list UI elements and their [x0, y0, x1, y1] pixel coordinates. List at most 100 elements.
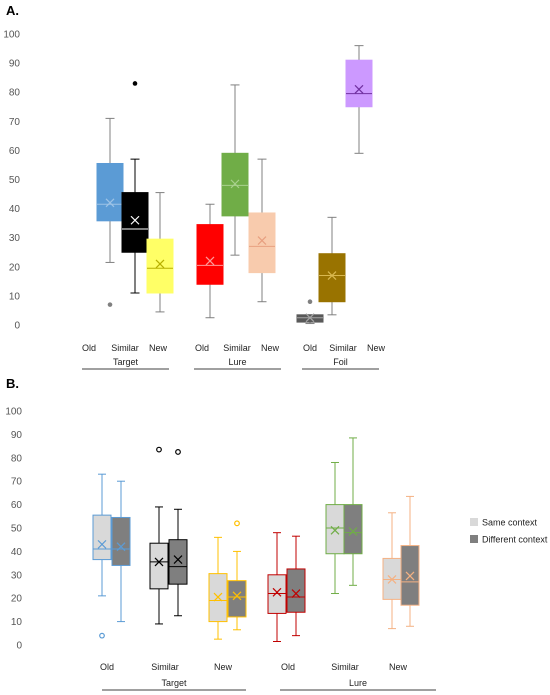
panel-b-label: B. — [6, 376, 19, 391]
panel-a-y-tick-label: 100 — [3, 30, 20, 41]
panel-b-target-similar-different-context-outlier — [175, 449, 181, 455]
panel-b-x-category-label: Similar — [151, 662, 179, 672]
panel-a-x-category-label: Similar — [329, 343, 357, 353]
panel-a-y-tick-label: 50 — [9, 175, 21, 186]
panel-a-target-similar-outlier — [132, 81, 138, 86]
panel-a-target-similar-mean-stroke — [130, 215, 140, 225]
panel-b-x-category-label: Old — [100, 662, 114, 672]
panel-a-lure-old-box — [196, 224, 224, 285]
panel-b-lure-similar-different-context-mean-marker — [348, 527, 358, 536]
panel-b-lure-old-different-context-box — [286, 568, 306, 613]
panel-b-lure-new-same-context-mean-marker — [387, 575, 397, 584]
panel-a-x-category-label: Old — [303, 343, 317, 353]
panel-b-y-tick-label: 60 — [11, 500, 23, 511]
panel-b-target-similar-different-context-mean-stroke — [173, 555, 183, 565]
panel-b-target-similar-same-context-mean-stroke — [154, 557, 164, 567]
panel-b-target-similar-same-context-box — [149, 542, 169, 590]
panel-a-lure-new-mean-marker — [257, 236, 267, 246]
panel-b-x-category-label: New — [389, 662, 408, 672]
panel-a-lure-new-mean-stroke — [257, 236, 267, 246]
panel-a-target-old-box — [96, 162, 124, 222]
panel-a-foil-new-box — [345, 59, 373, 108]
panel-a-x-category-label: New — [367, 343, 386, 353]
panel-b-target-old-same-context-mean-marker — [97, 539, 107, 549]
panel-a-foil-old-mean-marker — [305, 313, 315, 323]
panel-b-y-tick-label: 50 — [11, 524, 23, 535]
panel-b-lure-new-different-context-mean-stroke — [405, 571, 415, 581]
panel-b-lure-similar-same-context-mean-marker — [330, 525, 340, 535]
panel-a-x-category-label: New — [149, 343, 168, 353]
panel-a-plot: 0 10 20 30 40 50 60 70 80 90 100 Old Similar New Targe… — [3, 30, 385, 370]
panel-a-target-new-box — [146, 238, 174, 294]
panel-a-foil-similar-mean-marker — [327, 271, 337, 280]
panel-b-x-category-label: Similar — [331, 662, 359, 672]
panel-b-target-similar-same-context-mean-marker — [154, 557, 164, 567]
panel-b-y-tick-label: 0 — [16, 641, 22, 652]
panel-a-foil-similar-box — [318, 253, 346, 303]
panel-a-y-tick-label: 60 — [9, 146, 21, 157]
panel-b-target-old-different-context-box — [111, 516, 131, 566]
panel-a-y-tick-label: 40 — [9, 204, 21, 215]
panel-b-y-tick-label: 70 — [11, 477, 23, 488]
panel-a-y-tick-label: 20 — [9, 262, 21, 273]
panel-b-target-similar-different-context-box — [168, 539, 188, 585]
panel-b-target-old-same-context-mean-stroke — [97, 539, 107, 549]
panel-a-x-category-label: Similar — [223, 343, 251, 353]
panel-b-lure-similar-different-context-mean-stroke — [348, 527, 358, 536]
panel-b-target-old-different-context-mean-marker — [116, 542, 126, 552]
panel-b-lure-similar-different-context-box — [343, 504, 363, 555]
panel-b-lure-old-different-context-mean-marker — [291, 589, 301, 598]
panel-b-legend-entry-same-context: Same context — [482, 518, 538, 528]
panel-a-foil-old-mean-stroke — [305, 313, 315, 323]
panel-b-target-similar-same-context-outlier — [156, 446, 162, 453]
panel-b-y-tick-label: 10 — [11, 617, 23, 628]
panel-b-plot: 0 10 20 30 40 50 60 70 80 90 100 Old Similar New Targe… — [5, 407, 548, 691]
panel-a-foil-old-outlier — [307, 299, 313, 305]
panel-b-lure-old-same-context-mean-stroke — [272, 587, 282, 597]
panel-a-target-old-mean-stroke — [105, 198, 115, 208]
panel-b-group-label-lure: Lure — [349, 678, 367, 688]
panel-a-target-old-mean-marker — [105, 198, 115, 208]
panel-b-legend-swatch-same-context — [470, 518, 478, 526]
panel-a-x-category-label: Old — [82, 343, 96, 353]
panel-b-lure-similar-same-context-mean-stroke — [330, 525, 340, 535]
panel-a-group-label-foil: Foil — [333, 357, 348, 367]
panel-a-foil-similar-mean-stroke — [327, 271, 337, 280]
panel-b-y-tick-label: 90 — [11, 430, 23, 441]
panel-a-lure-similar-mean-stroke — [230, 179, 240, 189]
panel-a-target-similar-box — [121, 192, 149, 253]
panel-b-lure-old-same-context-mean-marker — [272, 587, 282, 597]
panel-a-y-tick-label: 90 — [9, 59, 21, 70]
panel-a-y-tick-label: 0 — [14, 321, 20, 332]
panel-a-group-label-lure: Lure — [228, 357, 246, 367]
panel-b-target-old-different-context-mean-stroke — [116, 542, 126, 552]
panel-a-foil-new-mean-stroke — [354, 84, 364, 94]
panel-b-group-label-target: Target — [161, 678, 187, 688]
panel-a-y-tick-label: 70 — [9, 117, 21, 128]
panel-a-label: A. — [6, 3, 19, 18]
panel-a-group-label-target: Target — [113, 357, 139, 367]
panel-b-x-category-label: New — [214, 662, 233, 672]
panel-b-target-new-different-context-outlier — [234, 520, 240, 527]
panel-b-target-old-same-context-box — [92, 514, 112, 561]
panel-b-y-tick-label: 30 — [11, 570, 23, 581]
panel-b-lure-old-different-context-mean-stroke — [291, 589, 301, 598]
panel-a-x-category-label: Old — [195, 343, 209, 353]
panel-a-lure-similar-mean-marker — [230, 179, 240, 189]
panel-a-y-tick-label: 10 — [9, 291, 21, 302]
panel-a-y-tick-label: 80 — [9, 88, 21, 99]
panel-a-lure-old-mean-stroke — [205, 256, 215, 266]
panel-b-legend-entry-different-context: Different context — [482, 535, 548, 545]
panel-b-target-new-different-context-mean-stroke — [232, 591, 242, 601]
panel-a-lure-new-box — [248, 212, 276, 274]
panel-b-y-tick-label: 20 — [11, 594, 23, 605]
panel-a-lure-old-mean-marker — [205, 256, 215, 266]
panel-b-lure-new-same-context-mean-stroke — [387, 575, 397, 584]
panel-a-target-new-mean-marker — [155, 259, 165, 269]
panel-b-y-tick-label: 40 — [11, 547, 23, 558]
panel-b-target-new-different-context-mean-marker — [232, 591, 242, 601]
panel-b-target-new-different-context-box — [227, 580, 247, 618]
panel-b-lure-similar-same-context-box — [325, 504, 345, 555]
panel-b-target-old-same-context-outlier — [99, 632, 105, 639]
panel-b-target-similar-different-context-mean-marker — [173, 555, 183, 565]
